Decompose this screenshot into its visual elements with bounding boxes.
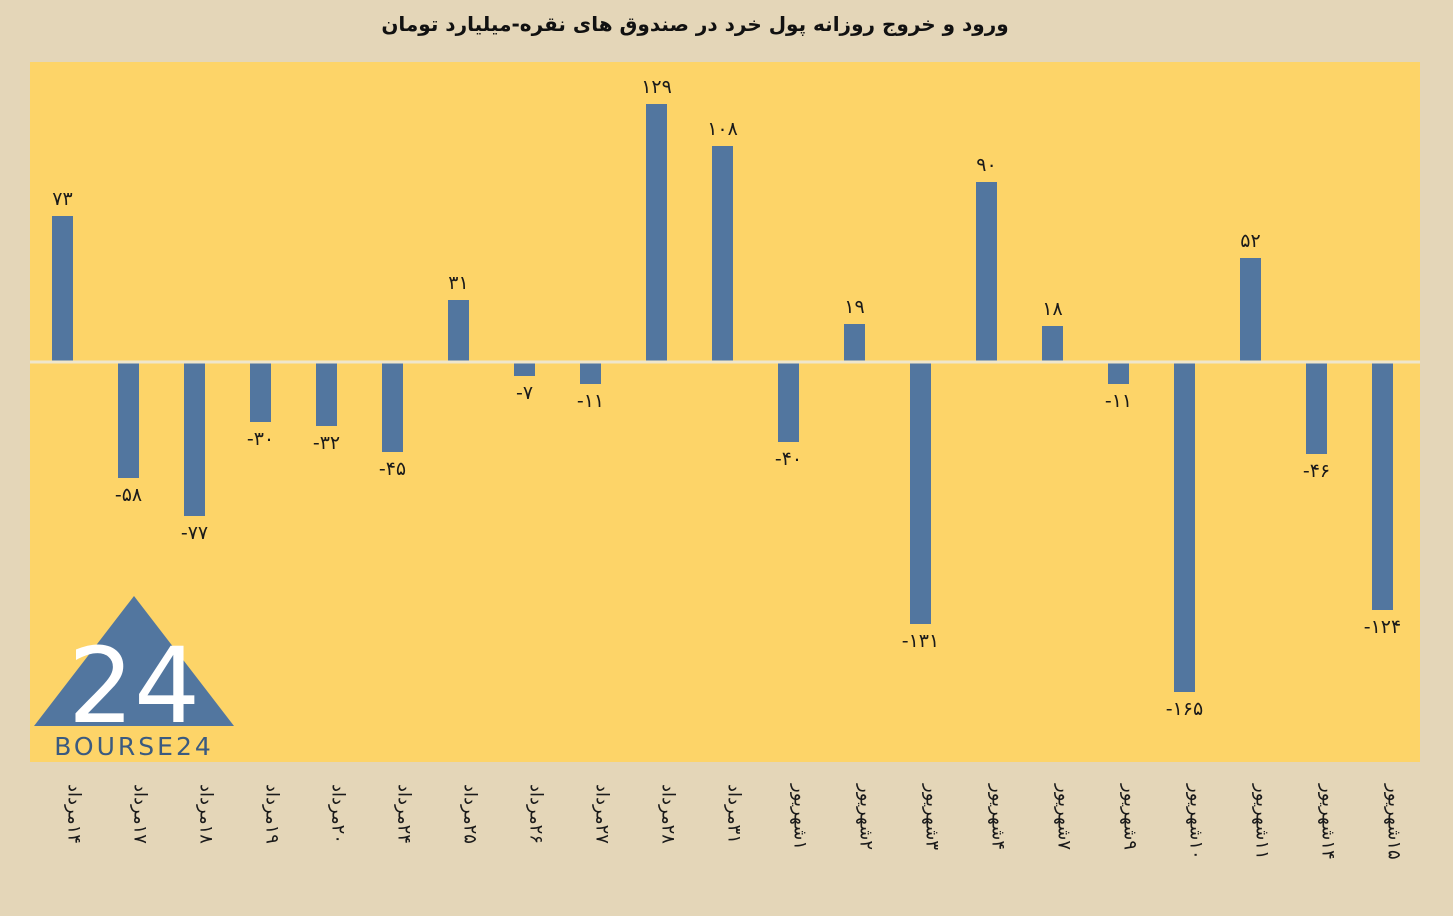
category-label: ۲۸مرداد — [658, 784, 679, 844]
bar-value-label: -۴۶ — [1303, 460, 1330, 482]
bar — [250, 362, 271, 422]
bar-value-label: -۵۸ — [115, 484, 142, 506]
bar — [382, 362, 403, 452]
bars — [52, 104, 1393, 692]
category-label: ۱۴شهریور — [1318, 783, 1339, 860]
bar — [646, 104, 667, 362]
bar — [712, 146, 733, 362]
bar-value-label: -۴۵ — [379, 458, 406, 480]
bar — [118, 362, 139, 478]
bar — [1174, 362, 1195, 692]
bar — [778, 362, 799, 442]
bar-value-label: -۷ — [516, 382, 533, 404]
bar-value-label: -۳۲ — [313, 432, 340, 454]
bar — [1240, 258, 1261, 362]
category-label: ۳۱مرداد — [724, 784, 745, 844]
bar-value-label: -۱۶۵ — [1166, 698, 1203, 720]
category-label: ۹شهریور — [1120, 783, 1141, 850]
category-label: ۲۷مرداد — [592, 784, 613, 844]
category-label: ۲۶مرداد — [526, 784, 547, 844]
bar-value-label: -۱۲۴ — [1364, 616, 1401, 638]
logo-number: 24 — [68, 625, 200, 747]
bar-value-label: ۳۱ — [448, 272, 468, 294]
bar — [580, 362, 601, 384]
bar — [976, 182, 997, 362]
category-label: ۲شهریور — [856, 783, 877, 850]
bar-value-label: -۷۷ — [181, 522, 208, 544]
bar — [1042, 326, 1063, 362]
category-label: ۱۱شهریور — [1252, 783, 1273, 860]
bar — [1306, 362, 1327, 454]
category-label: ۲۴مرداد — [394, 784, 415, 844]
bar — [910, 362, 931, 624]
bar-value-label: -۳۰ — [247, 428, 274, 450]
category-label: ۱۴مرداد — [64, 784, 85, 844]
category-label: ۱۸مرداد — [196, 784, 217, 844]
category-label: ۴شهریور — [988, 783, 1009, 850]
bar-value-label: -۴۰ — [775, 448, 802, 470]
bar-value-label: ۵۲ — [1240, 230, 1260, 252]
category-labels: ۱۴مرداد ۱۷مرداد ۱۸مرداد ۱۹مرداد ۲۰مرداد ۲۴مرد… — [64, 783, 1405, 860]
bar — [514, 362, 535, 376]
bar-value-label: ۱۹ — [844, 296, 864, 318]
bourse24-logo: 24 BOURSE24 — [34, 596, 234, 761]
category-label: ۲۵مرداد — [460, 784, 481, 844]
bar — [844, 324, 865, 362]
category-label: ۱۵شهریور — [1384, 783, 1405, 860]
bar-value-label: -۱۳۱ — [902, 630, 939, 652]
category-label: ۱شهریور — [790, 783, 811, 850]
category-label: ۲۰مرداد — [328, 784, 349, 844]
logo-text: BOURSE24 — [54, 732, 214, 761]
bar-value-label: -۱۱ — [1105, 390, 1132, 412]
bar-value-label: ۱۲۹ — [641, 76, 672, 98]
bar — [1108, 362, 1129, 384]
bar — [1372, 362, 1393, 610]
category-label: ۳شهریور — [922, 783, 943, 850]
bar — [184, 362, 205, 516]
bar-value-label: ۱۸ — [1042, 298, 1062, 320]
bar — [316, 362, 337, 426]
bar-value-label: ۱۰۸ — [707, 118, 738, 140]
bar-value-label: ۹۰ — [976, 154, 996, 176]
bar-value-label: ۷۳ — [52, 188, 72, 210]
bar — [448, 300, 469, 362]
bar — [52, 216, 73, 362]
category-label: ۱۷مرداد — [130, 784, 151, 844]
bar-value-label: -۱۱ — [577, 390, 604, 412]
category-label: ۱۰شهریور — [1186, 783, 1207, 860]
category-label: ۱۹مرداد — [262, 784, 283, 844]
value-labels: ۷۳ -۵۸ -۷۷ -۳۰ -۳۲ -۴۵ ۳۱ -۷ -۱۱ ۱۲۹ ۱۰۸ -۴۰ ۱۹ -۱۳۱ ۹… — [52, 76, 1401, 720]
category-label: ۷شهریور — [1054, 783, 1075, 850]
chart-title: ورود و خروج روزانه پول خرد در صندوق های … — [381, 12, 1009, 36]
